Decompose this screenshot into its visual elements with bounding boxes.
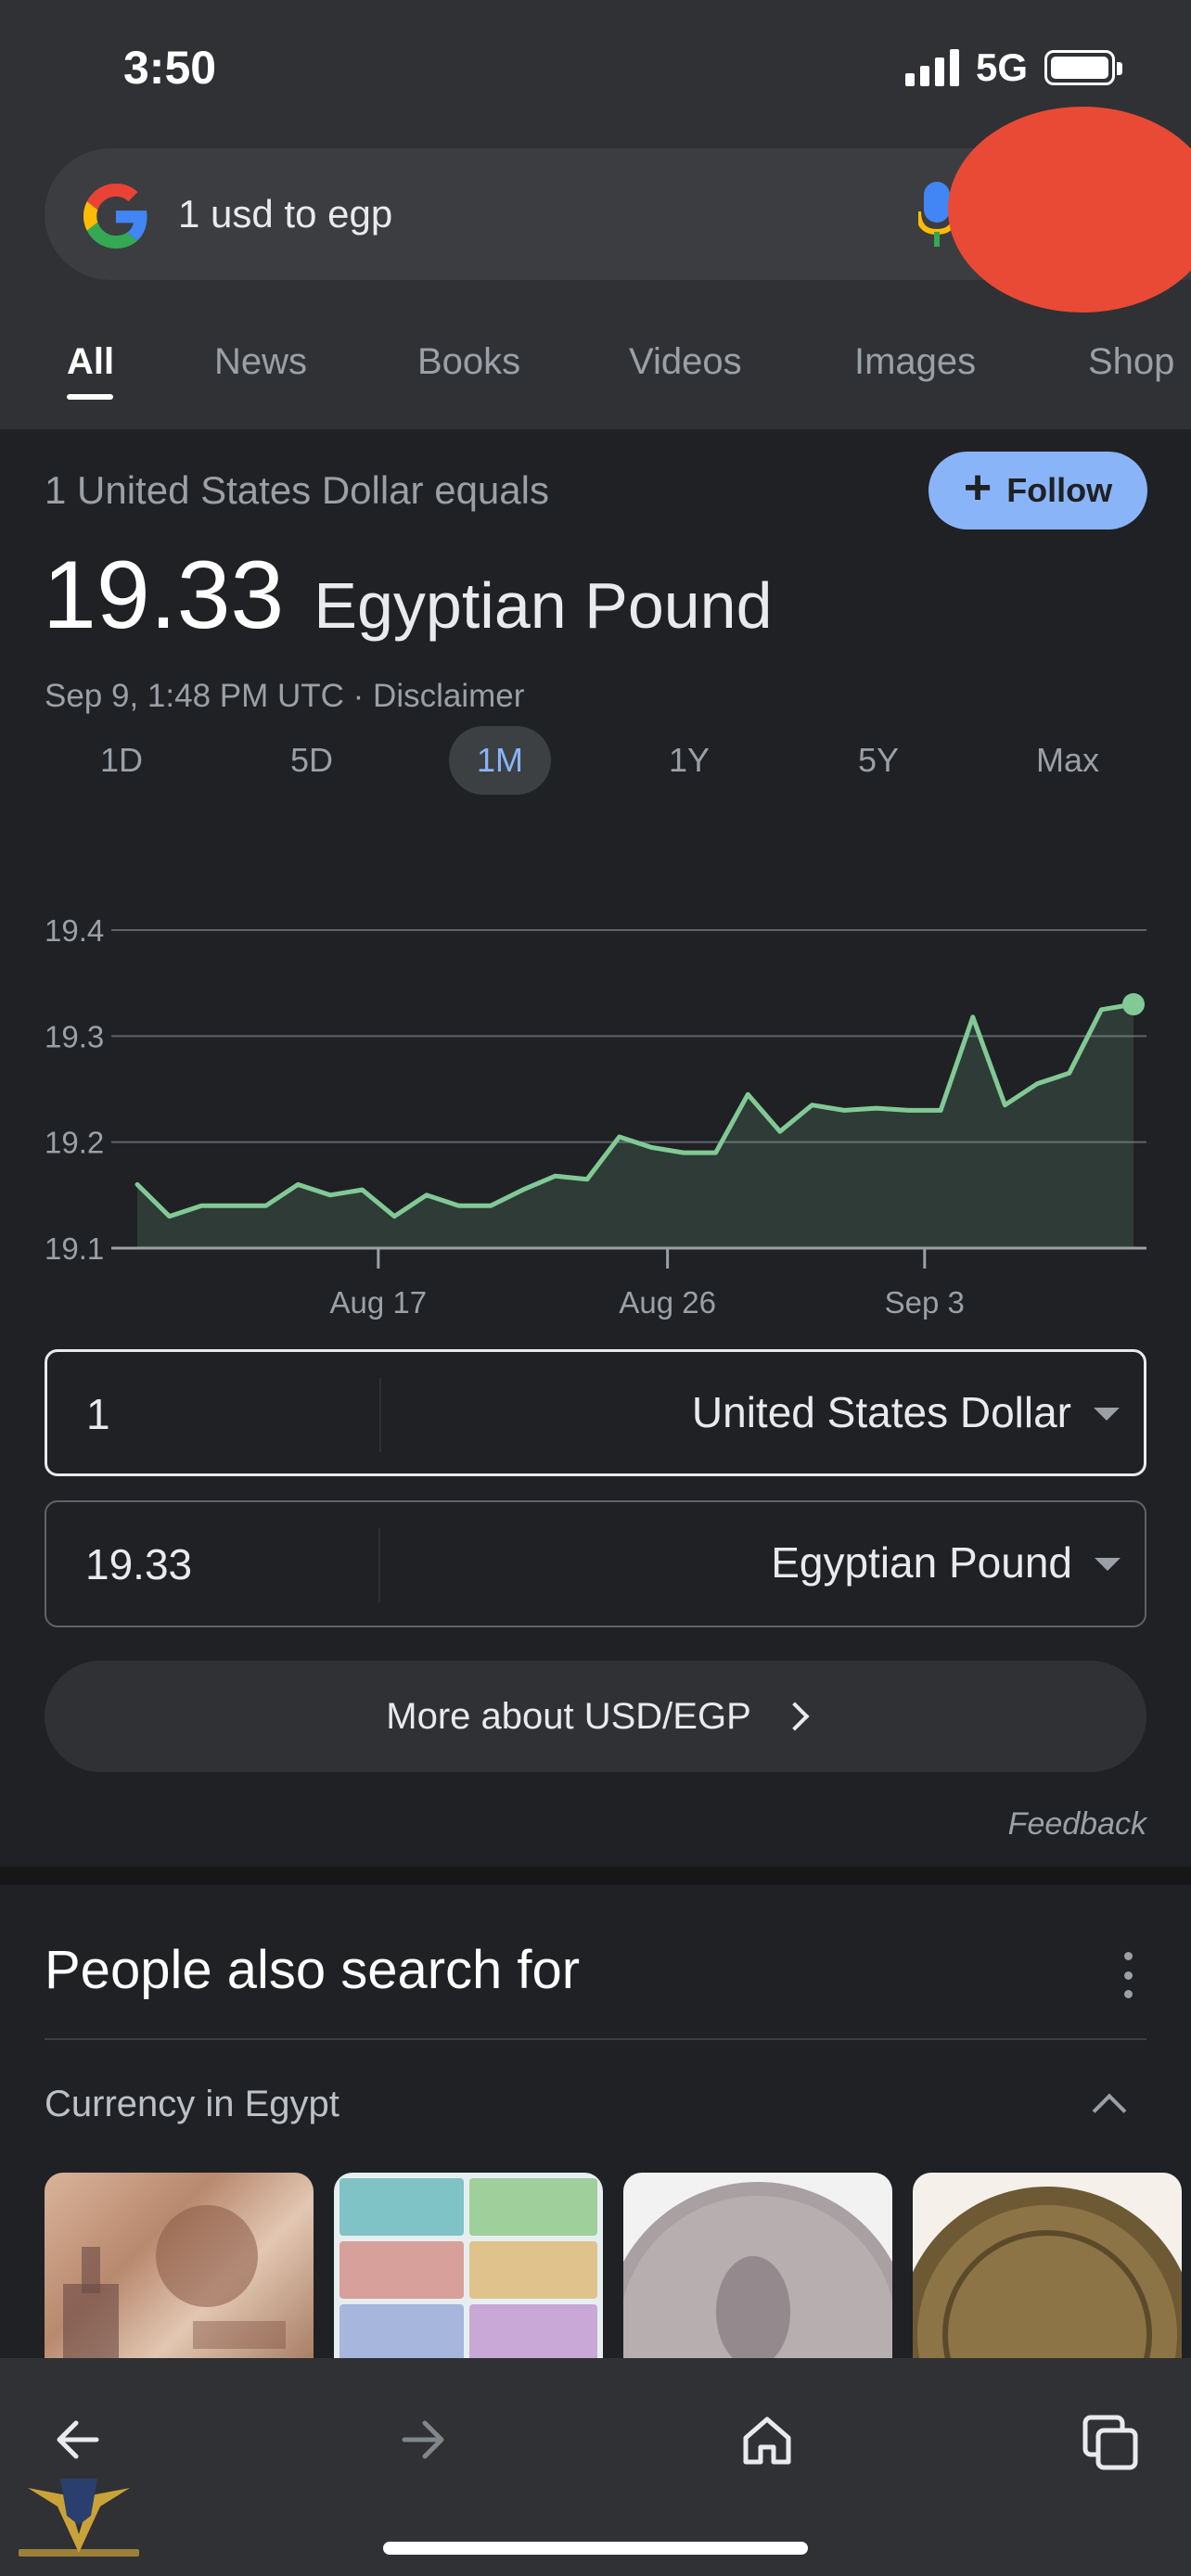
battery-icon	[1044, 50, 1122, 85]
search-input[interactable]: 1 usd to egp	[178, 192, 393, 236]
category-label: Currency in Egypt	[45, 2084, 339, 2124]
timestamp-line: Sep 9, 1:48 PM UTC · Disclaimer	[45, 678, 524, 715]
top-header: 3:50 5G 1 usd to egp All News Books Vide…	[0, 0, 1191, 429]
separator-dot: ·	[352, 678, 374, 714]
chevron-right-icon	[780, 1702, 810, 1731]
tab-news[interactable]: News	[214, 341, 308, 382]
tab-shopping[interactable]: Shop	[1088, 341, 1175, 382]
home-indicator[interactable]	[383, 2542, 808, 2555]
series-line	[134, 1001, 1136, 1219]
dropdown-caret-icon[interactable]	[1095, 1558, 1121, 1571]
chevron-up-icon[interactable]	[1092, 2093, 1127, 2128]
latest-point	[1122, 993, 1145, 1016]
follow-button[interactable]: + Follow	[928, 452, 1147, 529]
follow-label: Follow	[1006, 471, 1113, 509]
range-5d[interactable]: 5D	[289, 741, 334, 779]
browser-bottom-bar	[0, 2358, 1191, 2576]
more-about-label: More about USD/EGP	[386, 1695, 751, 1737]
tab-all[interactable]: All	[67, 341, 115, 382]
range-max[interactable]: Max	[1035, 741, 1099, 779]
people-also-search-section: People also search for Currency in Egypt	[0, 1885, 1191, 2395]
currency-converter-card: 1 United States Dollar equals + Follow 1…	[0, 429, 1191, 1867]
to-currency-row: 19.33 Egyptian Pound	[45, 1500, 1146, 1627]
y-tick-label: 19.2	[45, 1126, 104, 1160]
dropdown-caret-icon[interactable]	[1094, 1408, 1120, 1421]
x-tick-label: Sep 3	[885, 1285, 965, 1320]
row-divider	[379, 1378, 381, 1452]
rate-currency: Egyptian Pound	[314, 569, 773, 642]
x-tick-label: Aug 17	[330, 1285, 428, 1320]
range-5y[interactable]: 5Y	[857, 741, 900, 779]
forward-arrow-icon[interactable]	[397, 2414, 449, 2466]
exchange-rate-chart[interactable]: 19.1 19.2 19.3 19.4 Aug 17 Aug 26 Sep 3	[0, 893, 1191, 1320]
timestamp: Sep 9, 1:48 PM UTC	[45, 678, 344, 714]
divider	[45, 2038, 1146, 2040]
y-tick-label: 19.3	[45, 1019, 104, 1053]
rate-value: 19.33	[43, 542, 285, 649]
equals-label: 1 United States Dollar equals	[45, 468, 549, 512]
more-about-button[interactable]: More about USD/EGP	[45, 1661, 1146, 1772]
status-icons: 5G	[904, 45, 1122, 89]
section-title: People also search for	[45, 1940, 581, 2000]
plus-icon: +	[963, 461, 992, 515]
range-1m[interactable]: 1M	[449, 726, 551, 795]
rate-display: 19.33 Egyptian Pound	[43, 541, 773, 651]
x-tick-label: Aug 26	[619, 1285, 716, 1320]
range-1y[interactable]: 1Y	[668, 741, 711, 779]
y-tick-label: 19.1	[45, 1231, 104, 1266]
network-type: 5G	[975, 45, 1028, 89]
home-icon[interactable]	[740, 2414, 794, 2468]
status-time: 3:50	[123, 42, 217, 94]
tab-videos[interactable]: Videos	[629, 341, 742, 382]
silver-coin-image	[623, 2182, 892, 2395]
from-currency-row: 1 United States Dollar	[45, 1349, 1146, 1476]
section-separator	[0, 1867, 1191, 1885]
from-currency-select[interactable]: United States Dollar	[691, 1388, 1071, 1436]
back-arrow-icon[interactable]	[52, 2414, 104, 2466]
search-tabs: All News Books Videos Images Shop	[0, 315, 1191, 427]
forum-watermark-logo	[19, 2479, 139, 2557]
y-tick-label: 19.4	[45, 913, 104, 948]
google-logo-icon	[83, 184, 147, 249]
tabs-switcher-icon[interactable]	[1082, 2414, 1141, 2473]
time-range-selector: 1D 5D 1M 1Y 5Y Max	[0, 726, 1191, 874]
to-currency-select[interactable]: Egyptian Pound	[771, 1538, 1072, 1587]
series-area	[137, 1004, 1133, 1248]
tab-books[interactable]: Books	[417, 341, 521, 382]
range-1d[interactable]: 1D	[99, 741, 144, 779]
feedback-link[interactable]: Feedback	[1007, 1806, 1146, 1842]
bronze-coin-image	[913, 2187, 1182, 2395]
row-divider	[378, 1528, 380, 1602]
disclaimer-link[interactable]: Disclaimer	[373, 678, 525, 714]
tab-images[interactable]: Images	[854, 341, 977, 382]
active-tab-indicator	[67, 394, 113, 400]
more-options-icon[interactable]	[1122, 1952, 1133, 1998]
cellular-signal-icon	[904, 49, 959, 86]
redaction-overlay	[948, 107, 1191, 312]
from-amount-input[interactable]: 1	[86, 1390, 110, 1438]
to-amount-input[interactable]: 19.33	[85, 1540, 193, 1588]
